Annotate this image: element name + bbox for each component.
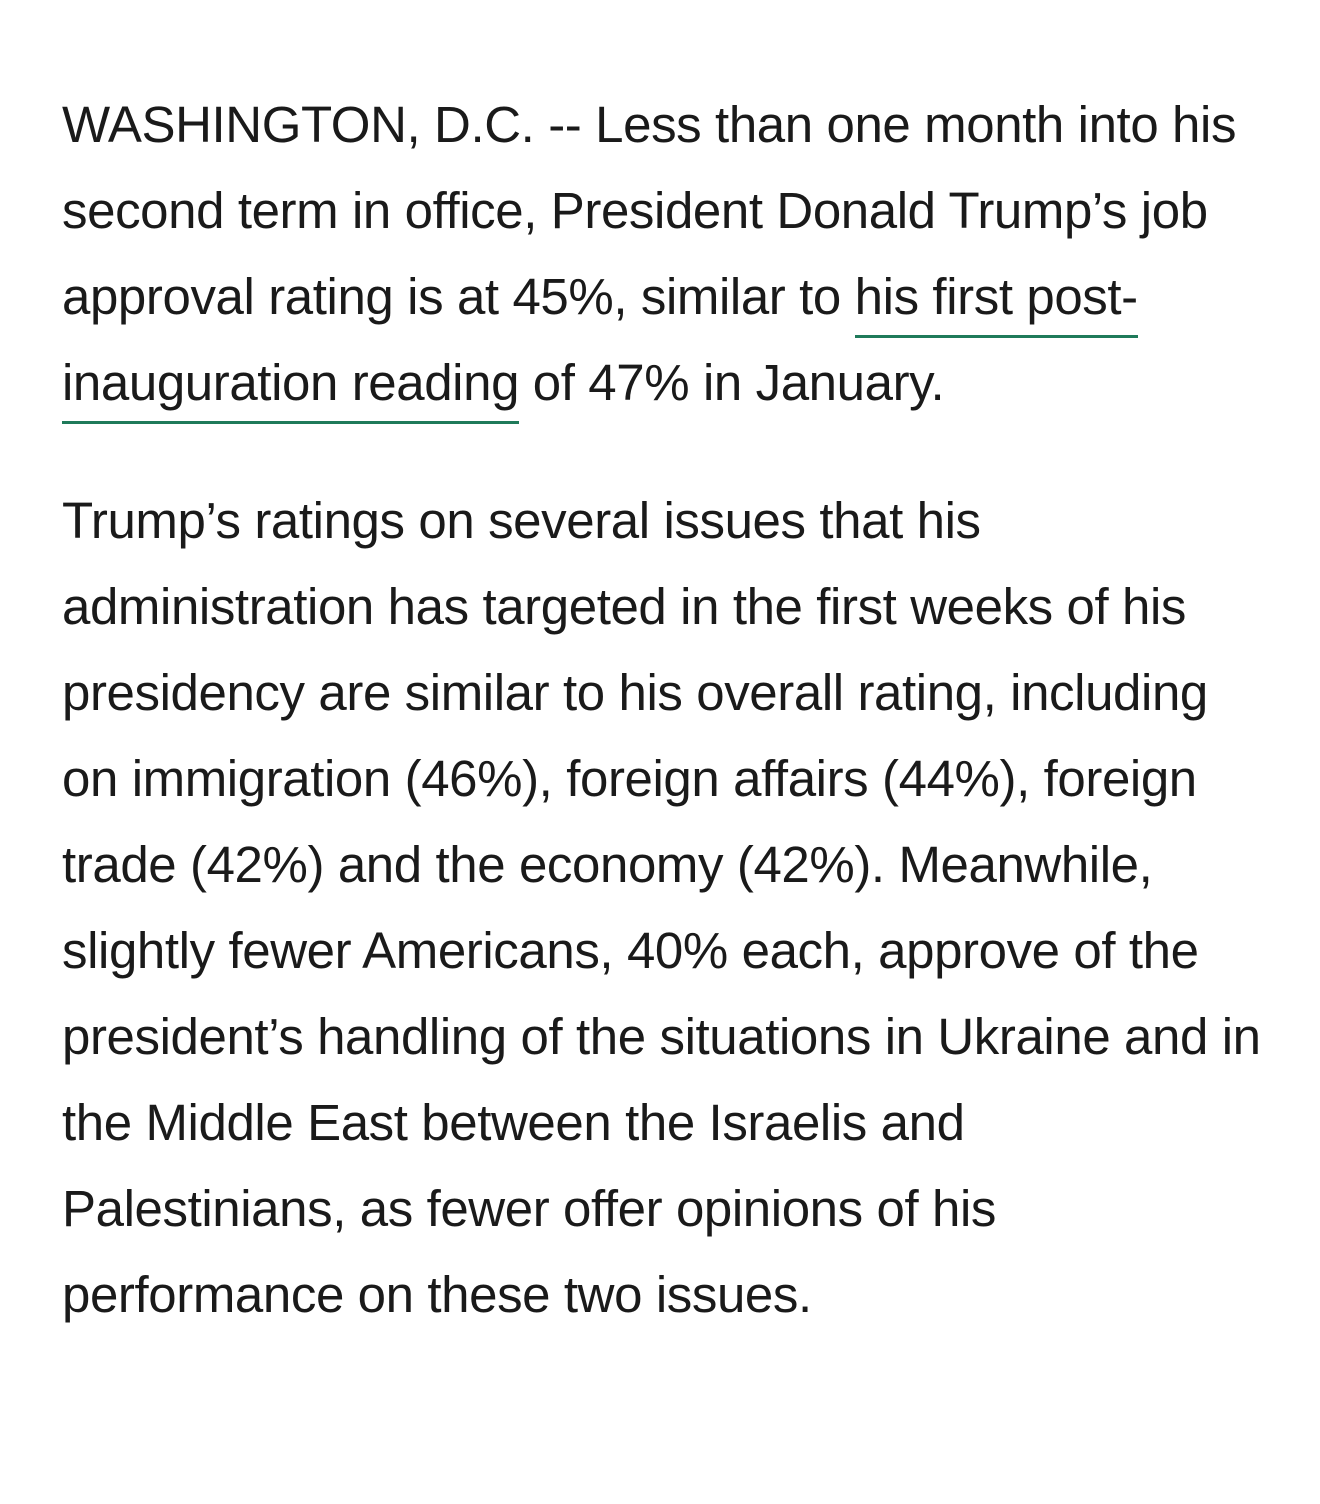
article-body: WASHINGTON, D.C. -- Less than one month … [62, 82, 1262, 1338]
post-inauguration-reading-link[interactable]: his first post-inauguration reading [62, 268, 1138, 424]
paragraph-issue-ratings: Trump’s ratings on several issues that h… [62, 492, 1261, 1323]
paragraph-intro-text: WASHINGTON, D.C. -- Less than one month … [62, 96, 1237, 325]
paragraph-intro: WASHINGTON, D.C. -- Less than one month … [62, 82, 1262, 426]
paragraph-intro-tail: of 47% in January. [519, 354, 945, 411]
